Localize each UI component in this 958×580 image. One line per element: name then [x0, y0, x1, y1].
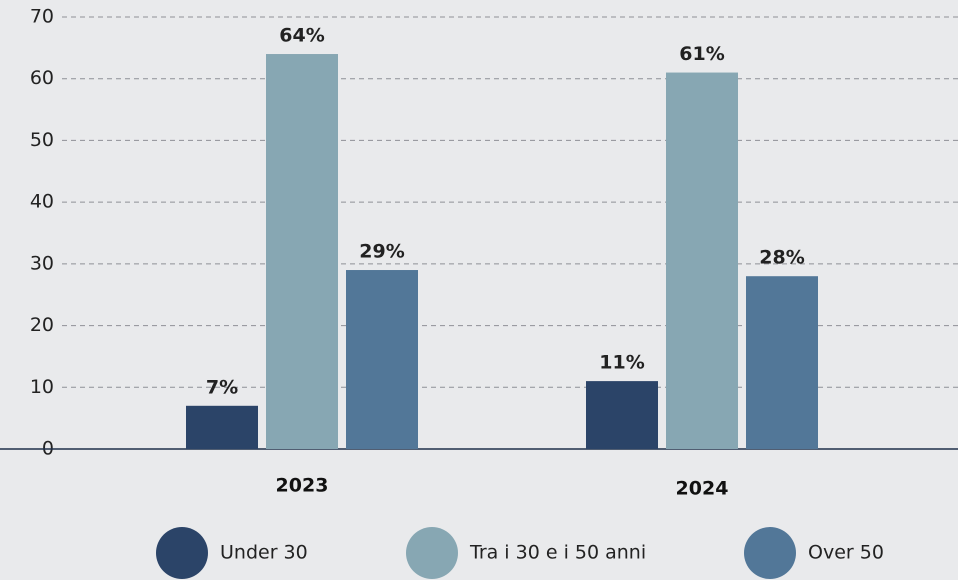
value-label: 64% [279, 25, 324, 47]
value-label: 28% [759, 247, 804, 269]
bar [266, 54, 338, 450]
x-tick-label: 2023 [276, 475, 329, 497]
y-tick-label: 70 [30, 6, 54, 28]
bar [346, 270, 418, 449]
legend-swatch [156, 527, 208, 579]
value-label: 61% [679, 43, 724, 65]
legend-label: Under 30 [220, 542, 308, 564]
x-tick-label: 2024 [676, 478, 729, 500]
y-tick-label: 20 [30, 314, 54, 336]
bar [186, 405, 258, 449]
value-label: 11% [599, 352, 644, 374]
bar [746, 276, 818, 449]
legend-label: Over 50 [808, 542, 884, 564]
y-tick-label: 50 [30, 129, 54, 151]
y-tick-label: 60 [30, 67, 54, 89]
legend-swatch [744, 527, 796, 579]
y-tick-label: 30 [30, 252, 54, 274]
bar [666, 72, 738, 450]
y-tick-label: 40 [30, 191, 54, 213]
y-tick-label: 10 [30, 376, 54, 398]
bar [586, 381, 658, 449]
value-label: 7% [206, 376, 238, 398]
legend-label: Tra i 30 e i 50 anni [469, 542, 646, 564]
legend-swatch [406, 527, 458, 579]
value-label: 29% [359, 241, 404, 263]
